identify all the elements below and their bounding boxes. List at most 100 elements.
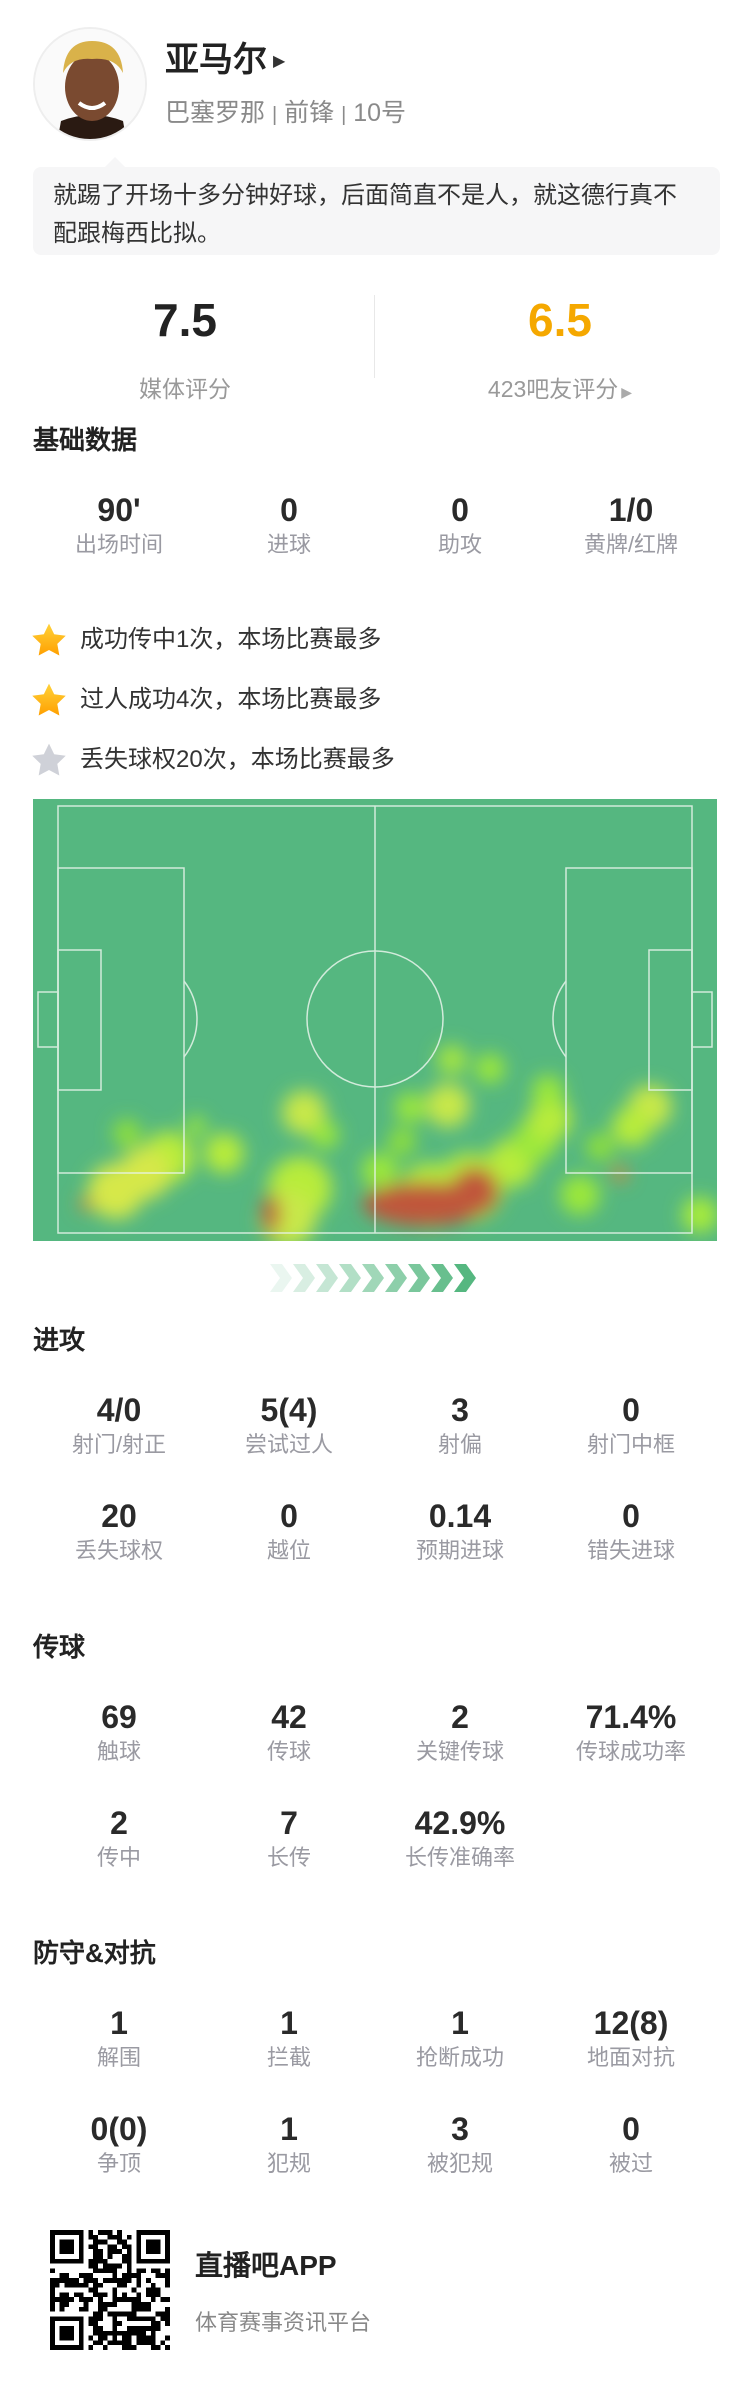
heat-spot <box>560 1175 600 1215</box>
stat-value: 1/0 <box>608 492 654 528</box>
stat-cell: 1/0 黄牌/红牌 <box>531 492 731 558</box>
stat-cell: 0 助攻 <box>360 492 560 558</box>
stat-label: 出场时间 <box>74 532 163 557</box>
media-rating-value: 7.5 <box>153 294 217 346</box>
stat-cell: 1 拦截 <box>189 2005 389 2071</box>
stat-value: 5(4) <box>260 1392 318 1428</box>
divider <box>374 295 375 378</box>
media-rating: 7.5 媒体评分 <box>35 295 335 403</box>
heat-spot <box>262 1194 280 1234</box>
stat-cell: 0(0) 争顶 <box>19 2111 219 2177</box>
highlight-text: 成功传中1次，本场比赛最多 <box>80 626 382 653</box>
fan-rating-label: 423吧友评分 <box>487 376 619 402</box>
chevron-icon <box>316 1264 338 1292</box>
stat-value: 4/0 <box>96 1392 142 1428</box>
chevron-icon <box>408 1264 430 1292</box>
stat-label: 丢失球权 <box>74 1538 163 1563</box>
stat-label: 尝试过人 <box>244 1432 333 1457</box>
team: 巴塞罗那 <box>165 99 266 127</box>
highlight-text: 丢失球权20次，本场比赛最多 <box>80 746 395 773</box>
stat-value: 1 <box>110 2005 128 2041</box>
play-arrow-icon: ▶ <box>273 53 286 71</box>
heat-spot <box>186 1116 206 1137</box>
chevron-icon <box>362 1264 384 1292</box>
stat-value: 1 <box>280 2005 298 2041</box>
heat-spot <box>113 1119 141 1148</box>
stat-cell: 0.14 预期进球 <box>360 1498 560 1564</box>
stat-value: 71.4% <box>585 1699 677 1735</box>
stat-value: 12(8) <box>593 2005 669 2041</box>
chevron-icon <box>454 1264 476 1292</box>
chevron-icon <box>293 1264 315 1292</box>
stat-label: 解围 <box>96 2045 141 2070</box>
stat-value: 90' <box>97 492 141 528</box>
stat-cell: 1 犯规 <box>189 2111 389 2177</box>
stat-label: 射门/射正 <box>71 1432 167 1457</box>
stat-value: 1 <box>451 2005 469 2041</box>
section-title-attack: 进攻 <box>33 1325 86 1355</box>
star-gold-icon <box>32 623 66 656</box>
stat-value: 2 <box>110 1805 128 1841</box>
stat-cell: 90' 出场时间 <box>19 492 219 558</box>
highlight-item: 过人成功4次，本场比赛最多 <box>30 682 381 718</box>
attack-direction-chevrons <box>270 1264 476 1292</box>
stat-value: 0 <box>622 2111 640 2147</box>
stat-value: 0 <box>280 492 298 528</box>
stat-label: 争顶 <box>96 2151 141 2176</box>
stat-label: 犯规 <box>266 2151 311 2176</box>
stat-label: 长传准确率 <box>404 1845 515 1870</box>
stat-label: 越位 <box>266 1538 311 1563</box>
stat-cell: 20 丢失球权 <box>19 1498 219 1564</box>
stat-label: 进球 <box>266 532 311 557</box>
stat-cell: 1 抢断成功 <box>360 2005 560 2071</box>
stat-value: 0 <box>622 1498 640 1534</box>
stat-label: 黄牌/红牌 <box>583 532 679 557</box>
heat-spot <box>362 1153 398 1189</box>
stat-label: 射门中框 <box>586 1432 675 1457</box>
player-name[interactable]: 亚马尔 ▶ <box>165 42 285 80</box>
stat-value: 0 <box>280 1498 298 1534</box>
heat-spot <box>437 1044 467 1075</box>
stat-value: 7 <box>280 1805 298 1841</box>
stat-label: 预期进球 <box>415 1538 504 1563</box>
heat-spot <box>395 1092 425 1123</box>
highlight-item: 丢失球权20次，本场比赛最多 <box>30 742 395 778</box>
stat-value: 1 <box>280 2111 298 2147</box>
stat-value: 42 <box>271 1699 307 1735</box>
player-avatar[interactable] <box>33 27 147 141</box>
heat-spot <box>528 1097 572 1141</box>
chevron-icon <box>431 1264 453 1292</box>
chevron-icon <box>385 1264 407 1292</box>
stat-value: 3 <box>451 1392 469 1428</box>
position: 前锋 <box>284 99 335 127</box>
stat-label: 触球 <box>96 1739 141 1764</box>
stat-cell: 1 解围 <box>19 2005 219 2071</box>
player-photo <box>35 29 145 139</box>
stat-label: 长传 <box>266 1845 311 1870</box>
stat-cell: 69 触球 <box>19 1699 219 1765</box>
stat-cell: 42 传球 <box>189 1699 389 1765</box>
qr-code[interactable] <box>50 2230 170 2350</box>
heat-spot <box>475 1053 505 1084</box>
player-info: 巴塞罗那 | 前锋 | 10号 <box>165 98 406 130</box>
heat-spot <box>204 1133 244 1174</box>
chevron-icon <box>339 1264 361 1292</box>
comment-bubble: 就踢了开场十多分钟好球，后面简直不是人，就这德行真不配跟梅西比拟。 <box>33 157 720 255</box>
stat-value: 0 <box>451 492 469 528</box>
stat-label: 传球 <box>266 1739 311 1764</box>
star-gray-icon <box>32 743 66 776</box>
stat-value: 0(0) <box>90 2111 148 2147</box>
heat-spot <box>612 1166 628 1182</box>
stat-cell: 0 被过 <box>531 2111 731 2177</box>
stat-cell: 2 关键传球 <box>360 1699 560 1765</box>
stat-label: 地面对抗 <box>586 2045 675 2070</box>
stat-label: 助攻 <box>437 532 482 557</box>
stat-cell: 0 射门中框 <box>531 1392 731 1458</box>
separator: | <box>271 104 278 126</box>
heat-spot <box>388 1127 416 1156</box>
fan-rating[interactable]: 6.5 423吧友评分 ▶ <box>410 295 710 406</box>
stat-label: 射偏 <box>437 1432 482 1457</box>
stat-cell: 12(8) 地面对抗 <box>531 2005 731 2071</box>
stat-cell: 71.4% 传球成功率 <box>531 1699 731 1765</box>
stat-cell: 3 射偏 <box>360 1392 560 1458</box>
